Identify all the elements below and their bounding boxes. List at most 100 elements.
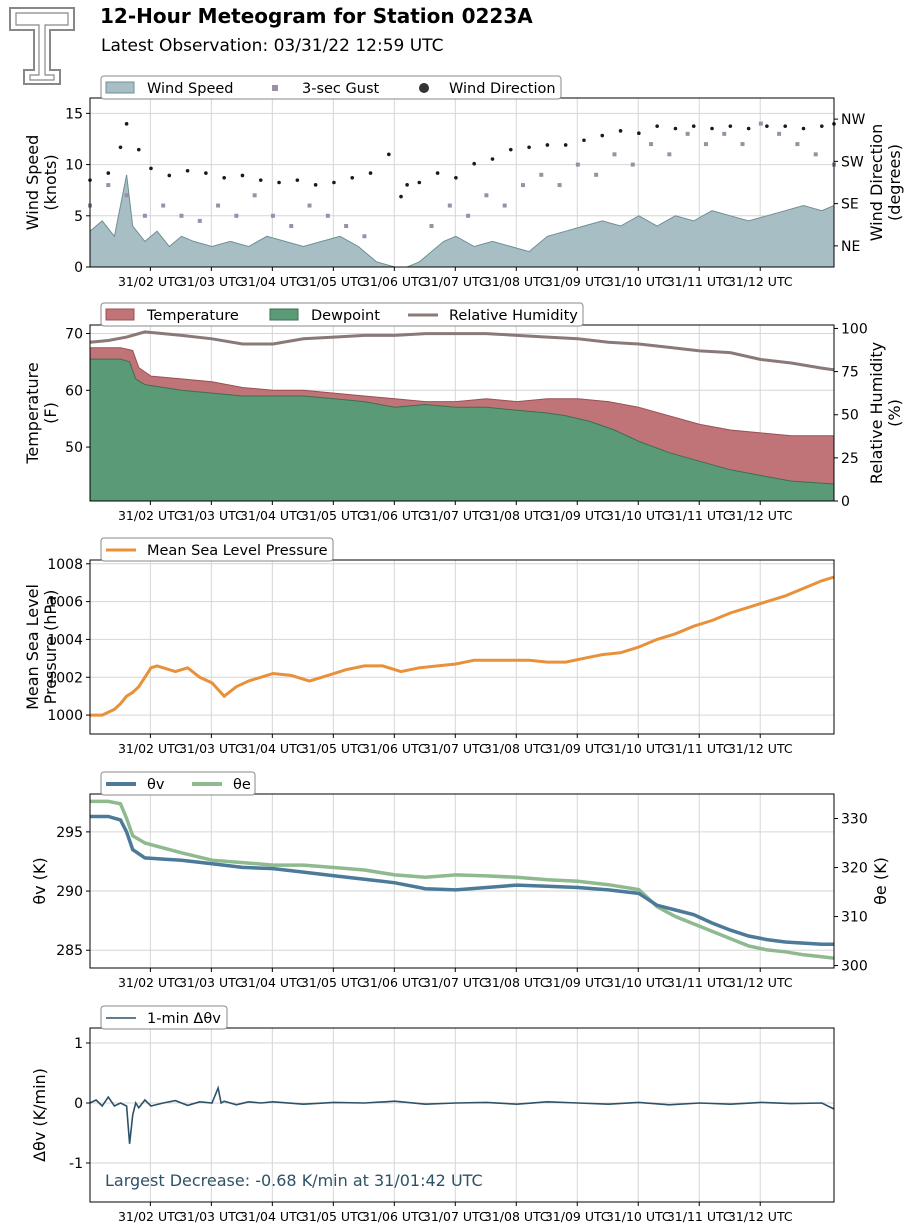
- x-tick-label: 31/09 UTC: [545, 975, 610, 990]
- gust-point: [520, 183, 525, 188]
- x-tick-label: 31/09 UTC: [545, 1209, 610, 1224]
- axes-frame: [89, 559, 835, 735]
- y-axis-label: Δθv (K/min): [30, 1068, 49, 1162]
- legend-box: [100, 302, 584, 327]
- page-title: 12-Hour Meteogram for Station 0223A: [100, 4, 533, 28]
- direction-point: [258, 178, 263, 182]
- direction-point: [185, 168, 190, 173]
- gust-point: [502, 203, 507, 208]
- axes-frame: [89, 1027, 835, 1203]
- legend-box: [100, 537, 334, 562]
- legend-label: Relative Humidity: [449, 308, 578, 324]
- y-tick-label: 285: [56, 943, 83, 959]
- direction-point: [399, 194, 403, 199]
- x-tick-label: 31/09 UTC: [545, 274, 610, 289]
- y-tick-label: 1004: [47, 632, 83, 648]
- series-dewpoint: [89, 358, 835, 502]
- x-tick-label: 31/03 UTC: [179, 975, 244, 990]
- series-relative-humidity: [89, 330, 835, 372]
- x-tick-label: 31/08 UTC: [484, 274, 549, 289]
- x-tick-label: 31/04 UTC: [240, 975, 305, 990]
- gust-point: [252, 193, 257, 198]
- y2-tick-label: 300: [841, 959, 868, 975]
- direction-point: [637, 131, 641, 136]
- y-axis-label: (knots): [41, 154, 60, 210]
- x-tick-label: 31/10 UTC: [606, 508, 671, 523]
- x-tick-label: 31/12 UTC: [728, 1209, 793, 1224]
- gust-point: [429, 224, 434, 229]
- x-tick-label: 31/04 UTC: [240, 274, 305, 289]
- gust-point: [667, 152, 672, 157]
- gust-point: [649, 142, 654, 147]
- legend-label: θv: [147, 777, 165, 793]
- y-tick-label: 1000: [47, 708, 83, 724]
- direction-point: [508, 147, 513, 152]
- y-tick-label: 0: [74, 1096, 83, 1112]
- legend-box: [100, 771, 256, 796]
- legend-swatch: [269, 308, 299, 321]
- direction-point: [454, 176, 458, 180]
- gust-point: [234, 213, 239, 218]
- y2-axis-label: Relative Humidity: [867, 342, 886, 484]
- x-tick-label: 31/07 UTC: [423, 1209, 488, 1224]
- direction-point: [277, 180, 281, 185]
- y-axis-label: θv (K): [30, 857, 49, 904]
- y-axis-label: Wind Speed: [23, 135, 42, 230]
- x-tick-label: 31/06 UTC: [362, 975, 427, 990]
- gust-point: [466, 213, 471, 218]
- gust-point: [758, 121, 763, 126]
- y2-tick-label: 0: [841, 494, 850, 510]
- x-tick-label: 31/08 UTC: [484, 975, 549, 990]
- legend-label: 3-sec Gust: [302, 81, 379, 97]
- gust-point: [813, 152, 818, 157]
- gust-point: [362, 234, 367, 239]
- y2-tick-label: 75: [841, 365, 859, 381]
- gust-point: [575, 162, 580, 167]
- x-tick-label: 31/04 UTC: [240, 741, 305, 756]
- gust-point: [795, 142, 800, 147]
- legend-label: θe: [233, 777, 251, 793]
- largest-decrease-annotation: Largest Decrease: -0.68 K/min at 31/01:4…: [105, 1171, 483, 1190]
- direction-point: [136, 147, 141, 152]
- x-tick-label: 31/11 UTC: [667, 274, 732, 289]
- y-tick-label: 5: [74, 209, 83, 225]
- legend-label: Temperature: [146, 308, 239, 324]
- gust-point: [630, 162, 635, 167]
- direction-point: [746, 126, 751, 131]
- gust-point: [484, 193, 489, 198]
- x-tick-label: 31/09 UTC: [545, 508, 610, 523]
- x-tick-label: 31/12 UTC: [728, 274, 793, 289]
- y2-tick-label: SE: [841, 197, 859, 213]
- gust-point: [557, 183, 562, 188]
- x-tick-label: 31/06 UTC: [362, 741, 427, 756]
- x-tick-label: 31/06 UTC: [362, 1209, 427, 1224]
- y-axis-label: Temperature: [23, 362, 42, 464]
- y-tick-label: 0: [74, 260, 83, 276]
- direction-point: [527, 145, 531, 150]
- direction-point: [655, 124, 659, 128]
- x-tick-label: 31/02 UTC: [118, 274, 183, 289]
- legend-label: Wind Speed: [147, 81, 234, 97]
- gust-point: [161, 203, 166, 208]
- gust-point: [685, 131, 690, 136]
- gust-point: [124, 193, 129, 198]
- direction-point: [417, 180, 422, 185]
- legend-box: [100, 75, 562, 100]
- direction-point: [582, 138, 586, 143]
- gust-point: [344, 224, 349, 229]
- y-tick-label: 1: [74, 1036, 83, 1052]
- direction-point: [618, 129, 623, 133]
- gust-point: [197, 218, 202, 223]
- legend-swatch: [419, 83, 429, 93]
- direction-point: [350, 176, 355, 180]
- legend-label: Dewpoint: [311, 308, 380, 324]
- gust-point: [216, 203, 221, 208]
- legend-swatch: [272, 85, 278, 91]
- gust-point: [594, 172, 599, 177]
- direction-point: [563, 143, 568, 147]
- x-tick-label: 31/11 UTC: [667, 1209, 732, 1224]
